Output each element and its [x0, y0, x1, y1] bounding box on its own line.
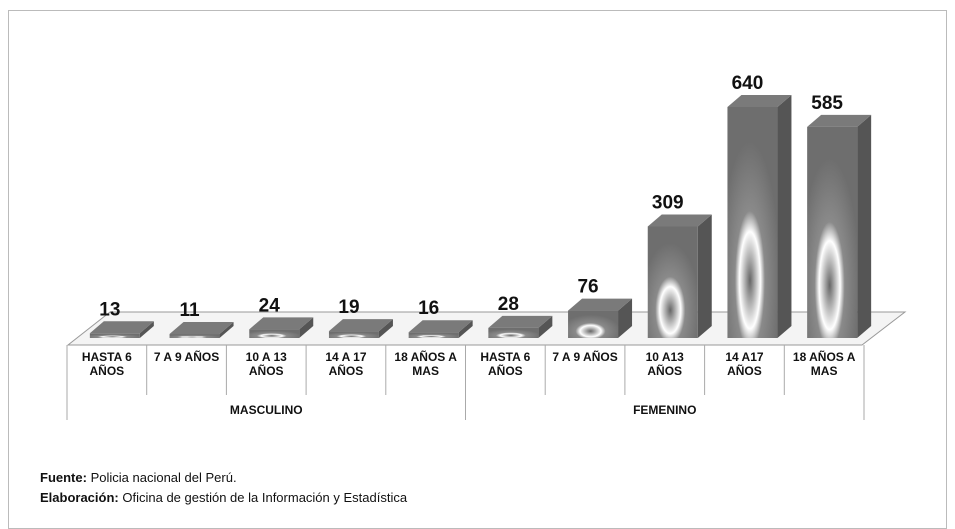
bar-top: [807, 114, 872, 127]
bar-top: [328, 319, 393, 332]
value-label: 640: [732, 73, 764, 94]
bar: [89, 321, 154, 338]
bar-front: [568, 310, 619, 338]
bar-front: [249, 329, 300, 338]
x-tick-label: 7 A 9 AÑOS: [153, 350, 220, 364]
credit-label: Elaboración:: [40, 490, 119, 505]
source-label: Fuente:: [40, 470, 87, 485]
bar-front: [89, 333, 140, 338]
value-label: 28: [498, 294, 519, 315]
bar: [408, 320, 473, 338]
bar-top: [727, 95, 792, 107]
chart-frame: [8, 10, 947, 529]
x-tick-label: 14 A 17 AÑOS: [325, 350, 367, 378]
value-label: 11: [180, 300, 201, 321]
bar-top: [89, 321, 154, 334]
x-tick-label: HASTA 6 AÑOS: [81, 350, 132, 378]
bar-side: [857, 114, 872, 338]
group-label: FEMENINO: [633, 403, 697, 417]
bar-side: [458, 320, 473, 338]
value-label: 19: [338, 297, 359, 318]
source: Fuente: Policia nacional del Perú.: [40, 470, 237, 485]
credit-text: Oficina de gestión de la Información y E…: [122, 490, 408, 505]
value-label: 585: [811, 93, 843, 114]
bar-top: [249, 317, 314, 330]
x-tick-label: 14 A17 AÑOS: [725, 350, 764, 378]
bar-side: [219, 322, 234, 338]
bar: [727, 95, 792, 338]
value-label: 13: [99, 299, 120, 320]
bar-top: [568, 298, 633, 311]
bar-side: [618, 298, 633, 338]
bar: [647, 214, 712, 338]
bar: [169, 322, 234, 338]
value-label: 16: [418, 298, 439, 319]
bar-top: [408, 320, 473, 333]
bar: [807, 114, 872, 338]
x-tick-label: HASTA 6 AÑOS: [480, 350, 531, 378]
bar-front: [807, 126, 858, 338]
value-label: 309: [652, 192, 684, 213]
bar-side: [378, 319, 393, 338]
bar: [488, 315, 553, 338]
bar-side: [139, 321, 154, 338]
source-text: Policia nacional del Perú.: [90, 470, 237, 485]
x-tick-label: 10 A 13 AÑOS: [245, 350, 287, 378]
x-tick-label: 10 A13 AÑOS: [645, 350, 684, 378]
value-label: 24: [259, 295, 281, 316]
bar-front: [328, 331, 379, 338]
bar-top: [169, 322, 234, 335]
bar: [568, 298, 633, 338]
bar: [249, 317, 314, 338]
bar-side: [697, 214, 712, 338]
x-tick-label: 18 AÑOS A MAS: [792, 350, 856, 378]
x-tick-label: 7 A 9 AÑOS: [552, 350, 618, 364]
bar-side: [299, 317, 314, 338]
bar-front: [169, 334, 220, 338]
bar-side: [538, 315, 553, 338]
bar-top: [647, 214, 712, 227]
bar-top: [488, 315, 553, 328]
bar-front: [727, 107, 778, 338]
value-label: 76: [577, 277, 598, 298]
credit: Elaboración: Oficina de gestión de la In…: [40, 490, 407, 505]
bar: [328, 319, 393, 338]
bar-front: [488, 327, 539, 338]
x-tick-label: 18 AÑOS A MAS: [394, 350, 457, 378]
bar-side: [777, 95, 792, 338]
bar-front: [408, 332, 459, 338]
group-label: MASCULINO: [229, 403, 303, 417]
bar-front: [647, 226, 698, 338]
